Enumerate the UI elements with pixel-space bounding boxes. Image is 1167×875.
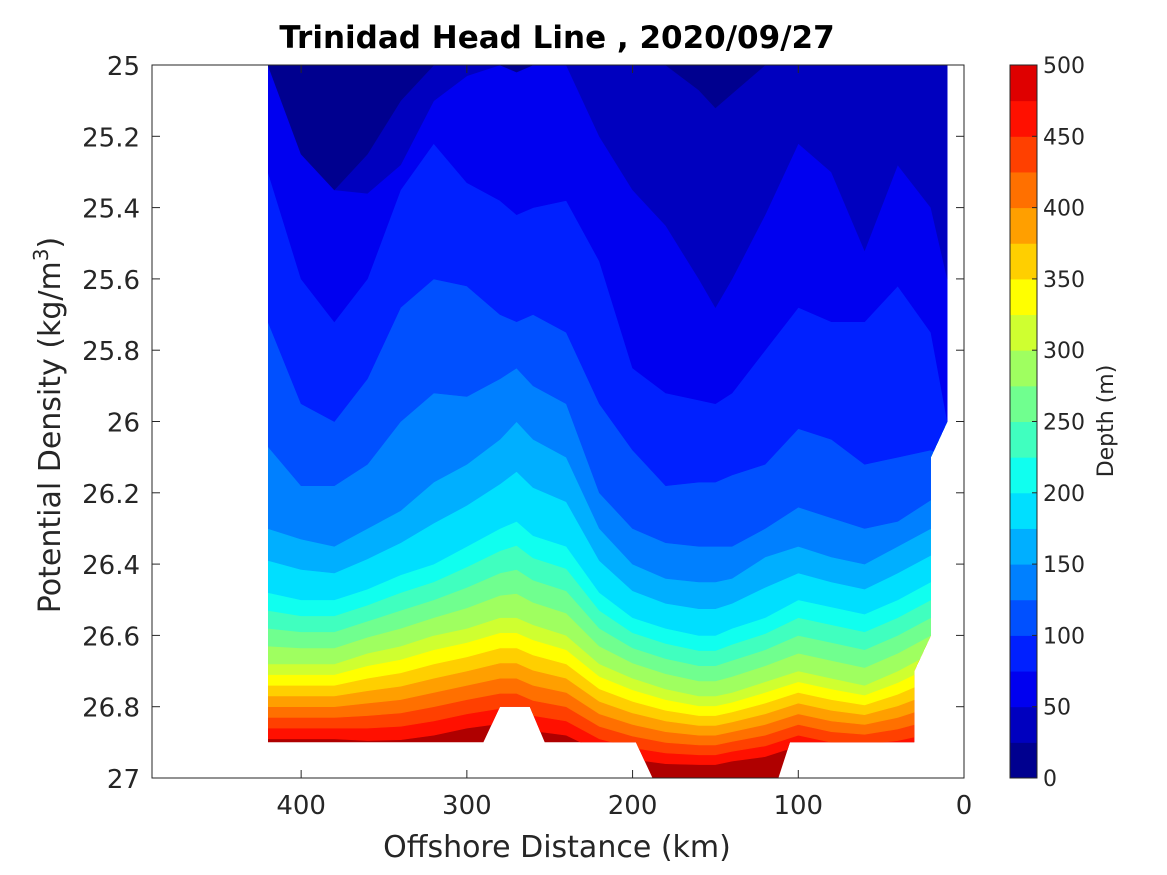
colorbar-segment — [1010, 599, 1037, 636]
colorbar-segment — [1010, 100, 1037, 137]
colorbar-segment — [1010, 350, 1037, 387]
x-tick-label: 100 — [773, 791, 823, 821]
colorbar-segment — [1010, 278, 1037, 316]
x-tick-label: 0 — [956, 791, 973, 821]
x-tick-label: 300 — [442, 791, 492, 821]
colorbar-tick-label: 100 — [1043, 624, 1085, 649]
colorbar-segment — [1010, 492, 1037, 529]
chart-title: Trinidad Head Line , 2020/09/27 — [279, 20, 834, 56]
y-axis-ticks: 25 25.2 25.4 25.6 25.8 26 26.2 26.4 26.6 26.8 27 — [82, 52, 964, 795]
colorbar-tick-label: 250 — [1043, 411, 1085, 436]
x-axis-ticks: 400 300 200 100 0 — [276, 65, 972, 821]
colorbar-segment — [1010, 671, 1037, 708]
y-tick-label: 25 — [107, 52, 140, 82]
colorbar-label: Depth (m) — [1094, 365, 1119, 478]
colorbar-segment — [1010, 564, 1037, 601]
y-tick-label: 26.4 — [82, 551, 140, 581]
y-axis-label-main: Potential Density (kg/m — [33, 261, 68, 613]
colorbar-segment — [1010, 528, 1037, 565]
y-tick-label: 25.2 — [82, 123, 140, 153]
y-tick-label: 25.8 — [82, 337, 140, 367]
colorbar-segment — [1010, 207, 1037, 244]
colorbar-segment — [1010, 314, 1037, 351]
colorbar-segment — [1010, 421, 1037, 458]
colorbar-tick-label: 0 — [1043, 767, 1057, 792]
colorbar — [1010, 65, 1037, 779]
x-tick-label: 200 — [608, 791, 658, 821]
colorbar-segment — [1010, 136, 1037, 173]
colorbar-tick-label: 400 — [1043, 197, 1085, 222]
contour-band — [268, 65, 948, 308]
colorbar-segment — [1010, 243, 1037, 280]
x-tick-label: 400 — [276, 791, 326, 821]
y-axis-label: Potential Density (kg/m3) — [29, 237, 68, 613]
colorbar-segment — [1010, 385, 1037, 422]
colorbar-tick-label: 350 — [1043, 268, 1085, 293]
y-tick-label: 25.6 — [82, 266, 140, 296]
colorbar-segment — [1010, 742, 1037, 779]
colorbar-segment — [1010, 171, 1037, 209]
contour-band — [268, 65, 948, 191]
y-axis-label-close: ) — [33, 237, 68, 249]
colorbar-tick-label: 200 — [1043, 482, 1085, 507]
y-tick-label: 26.8 — [82, 694, 140, 724]
colorbar-segment — [1010, 65, 1037, 102]
y-tick-label: 26.6 — [82, 622, 140, 652]
colorbar-tick-label: 50 — [1043, 696, 1071, 721]
y-tick-label: 27 — [107, 765, 140, 795]
colorbar-tick-label: 500 — [1043, 54, 1085, 79]
colorbar-segment — [1010, 635, 1037, 672]
colorbar-tick-label: 150 — [1043, 553, 1085, 578]
colorbar-ticks: 0 50 100 150 200 250 300 350 400 450 500 — [1032, 54, 1085, 792]
colorbar-tick-label: 450 — [1043, 125, 1085, 150]
y-tick-label: 26 — [107, 409, 140, 439]
colorbar-segment — [1010, 706, 1037, 743]
colorbar-tick-label: 300 — [1043, 339, 1085, 364]
y-tick-label: 26.2 — [82, 480, 140, 510]
y-tick-label: 25.4 — [82, 195, 140, 225]
y-axis-label-superscript: 3 — [29, 248, 53, 261]
contour-bands — [268, 65, 948, 778]
x-axis-label: Offshore Distance (km) — [383, 830, 731, 865]
colorbar-segment — [1010, 457, 1037, 494]
